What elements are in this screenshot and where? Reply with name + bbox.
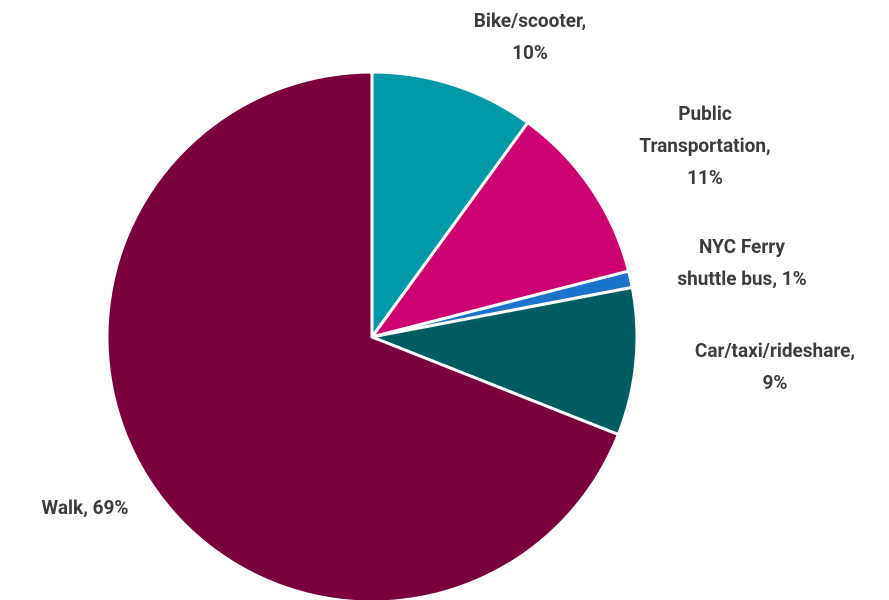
slice-label: Walk, 69% <box>42 496 129 519</box>
label-line: Public <box>678 102 732 125</box>
pie-slice <box>368 120 631 340</box>
label-line: 11% <box>687 166 723 189</box>
label-line: 9% <box>763 371 788 394</box>
label-line: NYC Ferry <box>699 235 785 258</box>
label-line: shuttle bus, 1% <box>677 267 806 290</box>
slice-label: Bike/scooter, 10% <box>474 9 586 64</box>
slice-label: NYC Ferry shuttle bus, 1% <box>677 235 806 290</box>
label-line: Car/taxi/rideshare, <box>695 339 855 362</box>
label-line: Bike/scooter, <box>474 9 586 32</box>
slice-label: Car/taxi/rideshare, 9% <box>695 339 855 394</box>
slice-label: Public Transportation, 11% <box>639 102 770 189</box>
pie-slice <box>370 70 530 342</box>
label-line: Transportation, <box>639 134 770 157</box>
pie-slice <box>366 285 639 437</box>
label-line: 10% <box>512 41 548 64</box>
pie-slice <box>105 70 621 600</box>
label-line: Walk, 69% <box>42 496 129 519</box>
